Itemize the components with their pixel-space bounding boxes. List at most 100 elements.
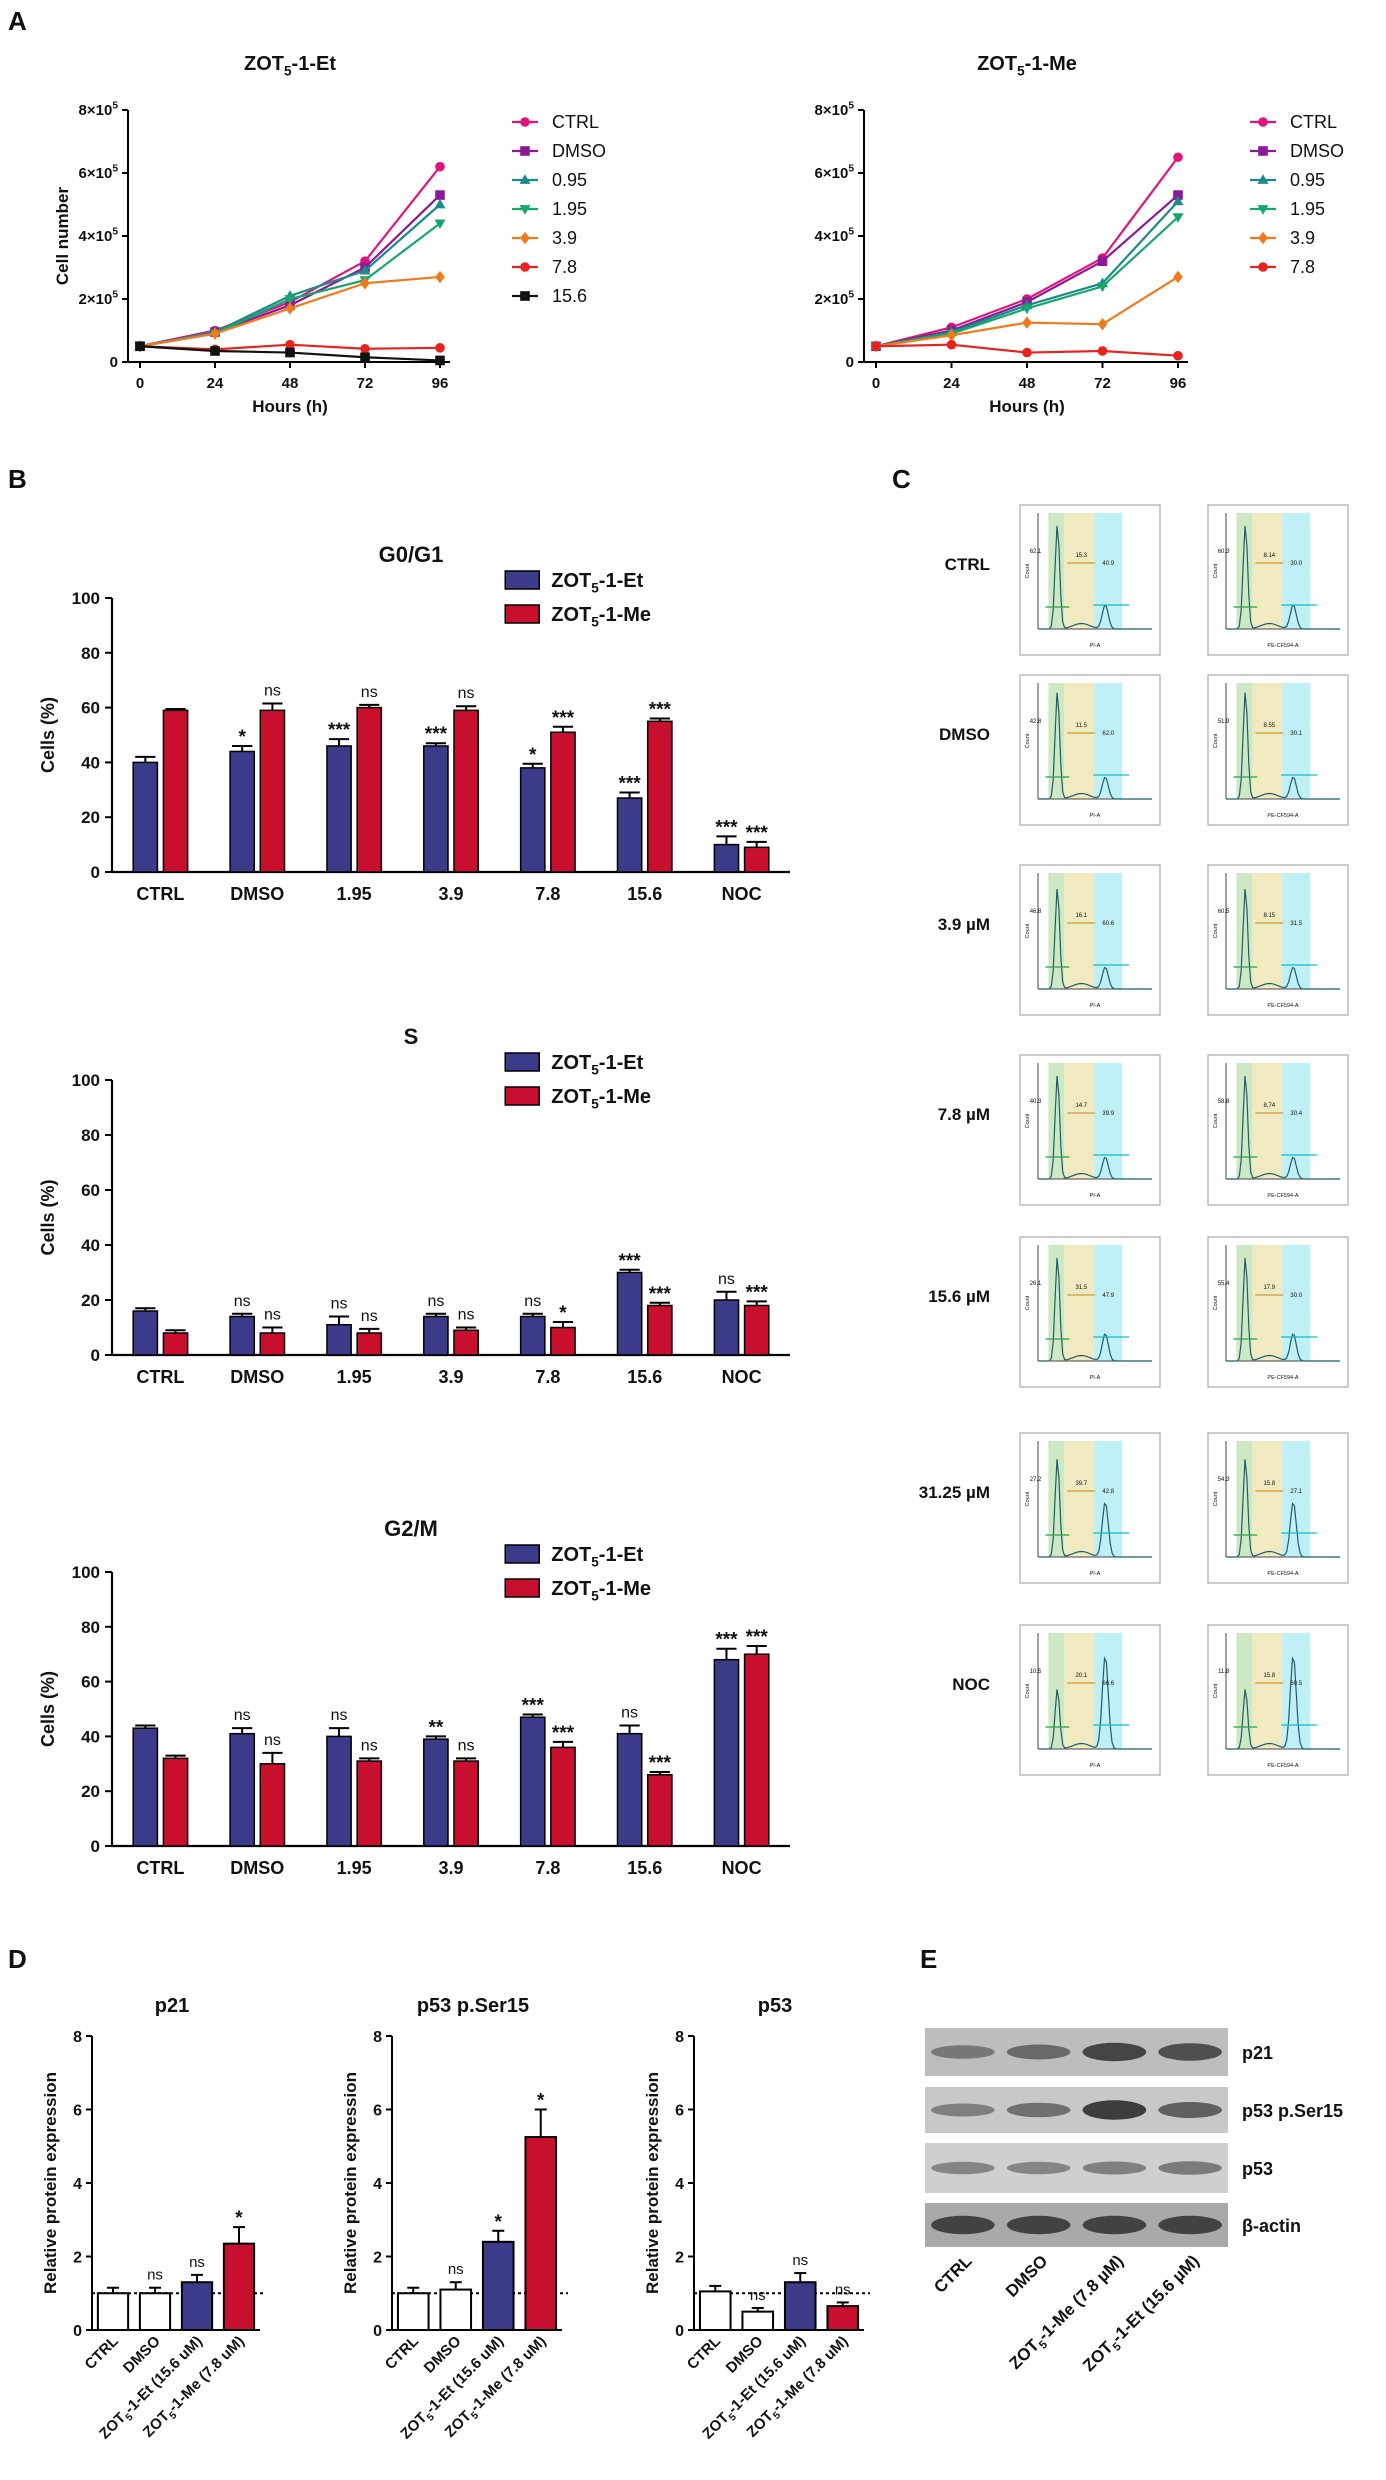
x-tick-label: 24: [943, 375, 960, 392]
bar: [616, 1271, 643, 1356]
bar: [132, 1310, 159, 1356]
significance-label: ns: [264, 1732, 281, 1749]
s-gate: [1064, 1063, 1095, 1179]
flow-histogram: 55.4 17.9 30.0 Count PE-CF594-A: [1207, 1236, 1349, 1388]
hist-y-label: Count: [1213, 923, 1219, 938]
x-tick-label: NOC: [722, 1367, 762, 1387]
g1-gate: [1236, 1245, 1253, 1361]
significance-label: ns: [458, 1307, 475, 1324]
blot-strip: [925, 2028, 1228, 2076]
g1-gate: [1048, 683, 1065, 799]
x-tick-label: DMSO: [230, 1858, 284, 1878]
bar: [616, 1732, 643, 1847]
bar: [519, 1315, 546, 1356]
s-gate: [1064, 873, 1095, 989]
g2-gate: [1282, 873, 1311, 989]
panel-label-d: D: [8, 1944, 27, 1974]
flow-row-label: 7.8 µM: [938, 1105, 990, 1124]
significance-label: **: [428, 1717, 443, 1738]
g1-gate: [1048, 513, 1065, 629]
significance-label: ns: [331, 1707, 348, 1724]
y-tick-label: 0: [675, 2323, 684, 2340]
legend-swatch: [504, 570, 540, 590]
legend-entry: 15.6: [552, 286, 587, 306]
data-point: [1258, 262, 1268, 272]
significance-label: ***: [649, 1753, 672, 1774]
text-part: 0: [846, 354, 854, 371]
hist-x-label: PE-CF594-A: [1267, 643, 1299, 649]
g1-percent: 55.4: [1218, 1281, 1230, 1287]
g2-gate: [1282, 683, 1311, 799]
g2-gate: [1094, 683, 1123, 799]
dna-content-curve: [1226, 1075, 1340, 1180]
text-part: ZOT: [551, 1578, 591, 1600]
text-part: -1-Me: [599, 604, 651, 626]
blot-band: [1158, 2161, 1222, 2175]
dna-content-curve: [1038, 1075, 1152, 1180]
text-part: -1-Et: [599, 1052, 644, 1074]
x-tick-label: NOC: [722, 1858, 762, 1878]
data-point: [1097, 317, 1108, 331]
flow-histogram: 62.1 15.3 40.9 Count PI-A: [1019, 504, 1161, 656]
legend-entry: 0.95: [1290, 170, 1325, 190]
data-point: [435, 343, 445, 353]
x-tick-label: 48: [1019, 375, 1036, 392]
g1-percent: 26.1: [1030, 1281, 1042, 1287]
y-tick-label: 8×105: [79, 101, 119, 119]
significance-label: ***: [619, 1251, 642, 1272]
blot-band: [1158, 2043, 1222, 2061]
g1-percent: 60.5: [1218, 909, 1230, 915]
bar: [519, 1716, 546, 1847]
data-point: [1257, 174, 1269, 184]
g1-percent: 58.8: [1218, 1099, 1230, 1105]
chart-title: p53: [758, 1995, 792, 2017]
blot-band: [1158, 2102, 1222, 2118]
g2-percent: 62.0: [1102, 731, 1114, 737]
g2-percent: 31.5: [1290, 921, 1302, 927]
y-tick-label: 0: [91, 1346, 100, 1365]
g1-percent: 27.2: [1030, 1477, 1042, 1483]
data-point: [520, 146, 530, 156]
blot-band: [931, 2215, 995, 2235]
hist-x-label: PI-A: [1090, 1193, 1101, 1199]
bar: [132, 761, 159, 873]
text-part: 4×10: [815, 228, 849, 245]
bar-chart-D_p53: p53 0 2 4 6 8 Relative protein expression CTRL n…: [643, 1995, 870, 2443]
bar: [222, 2242, 256, 2331]
legend-entry: 7.8: [1290, 257, 1315, 277]
dna-content-curve: [1226, 1656, 1340, 1750]
s-gate: [1252, 1245, 1283, 1361]
text-part: 5: [112, 290, 118, 301]
y-axis-label: Relative protein expression: [643, 2072, 662, 2294]
x-tick-label: 15.6: [627, 1367, 662, 1387]
panel-label-e: E: [920, 1944, 937, 1974]
y-tick-label: 40: [81, 1727, 100, 1746]
y-tick-label: 60: [81, 1673, 100, 1692]
x-tick-label: DMSO: [230, 1367, 284, 1387]
x-tick-label: 3.9: [438, 1367, 463, 1387]
x-tick-label: CTRL: [136, 1858, 184, 1878]
y-axis-label: Relative protein expression: [341, 2072, 360, 2294]
text-part: ZOT: [551, 604, 591, 626]
text-part: -1-Me (7.8 uM): [165, 2333, 248, 2416]
bar: [326, 1324, 352, 1356]
s-percent: 8.55: [1263, 723, 1275, 729]
hist-y-label: Count: [1025, 923, 1031, 938]
panel-label-a: A: [8, 6, 27, 36]
significance-label: ns: [147, 2267, 163, 2284]
y-tick-label: 2: [373, 2250, 382, 2267]
bar: [646, 1304, 673, 1356]
text-part: ZOT: [551, 1544, 591, 1566]
hist-y-label: Count: [1213, 563, 1219, 578]
y-tick-label: 6×105: [79, 164, 119, 182]
x-tick-label: CTRL: [382, 2333, 422, 2373]
s-percent: 16.1: [1075, 913, 1087, 919]
legend-entry: 3.9: [1290, 228, 1315, 248]
blot-band: [931, 2103, 995, 2117]
data-point: [285, 347, 295, 358]
data-point: [946, 328, 957, 342]
bar: [783, 2281, 817, 2332]
data-point: [210, 327, 220, 340]
significance-label: *: [559, 1303, 567, 1324]
bar: [743, 1304, 770, 1356]
